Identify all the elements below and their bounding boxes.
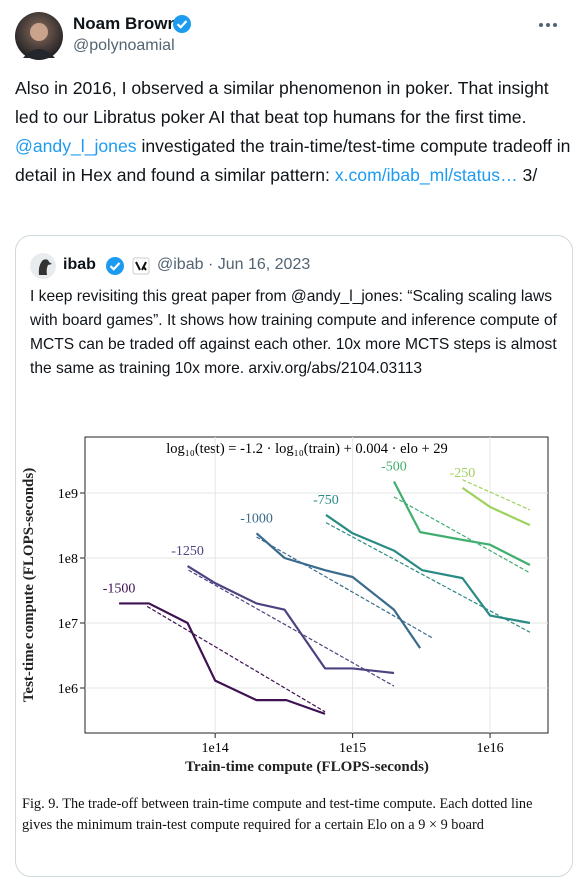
line xyxy=(461,486,531,527)
series-label: -1500 xyxy=(103,581,136,596)
plot-frame xyxy=(84,436,549,734)
dotted-line xyxy=(462,479,531,511)
quote-meta: @ibab · Jun 16, 2023 xyxy=(157,256,311,273)
chart: log₁₀(test) = -1.2 · log₁₀(train) + 0.00… xyxy=(16,420,571,860)
dotted-line xyxy=(393,496,531,574)
dotted-line xyxy=(146,605,326,713)
more-menu[interactable] xyxy=(537,16,559,34)
link[interactable]: x.com/ibab_ml/status… xyxy=(334,165,518,185)
line xyxy=(325,514,531,625)
figure-caption: Fig. 9. The trade-off between train-time… xyxy=(22,796,533,833)
series-label: -750 xyxy=(313,493,339,508)
quote-text: I keep revisiting this great paper from … xyxy=(30,288,558,377)
series-label: -500 xyxy=(381,460,407,475)
series-label: -250 xyxy=(450,466,476,481)
text: investigated the train-time/test-time co… xyxy=(15,136,571,185)
verified-badge xyxy=(106,257,124,275)
x-tick-label: 1e14 xyxy=(202,741,229,756)
y-axis-label: Test-time compute (FLOPS-seconds) xyxy=(21,468,37,702)
avatar[interactable] xyxy=(15,12,63,60)
text: Also in 2016, I observed a similar pheno… xyxy=(15,78,549,127)
y-tick-label: 1e8 xyxy=(58,552,78,567)
quote-author[interactable]: ibab xyxy=(63,256,96,273)
y-tick-label: 1e6 xyxy=(58,682,78,697)
dotted-line xyxy=(188,569,395,687)
affiliation-icon xyxy=(132,257,150,275)
quote-avatar[interactable] xyxy=(30,253,56,279)
x-tick-label: 1e15 xyxy=(339,741,366,756)
series-label: -1000 xyxy=(240,511,273,526)
x-axis-label: Train-time compute (FLOPS-seconds) xyxy=(185,759,429,775)
line xyxy=(255,532,422,649)
series-label: -1250 xyxy=(171,544,204,559)
author-handle[interactable]: @polynoamial xyxy=(73,37,175,54)
text: 3/ xyxy=(517,165,538,185)
x-tick-label: 1e16 xyxy=(476,741,503,756)
line xyxy=(186,565,395,675)
line xyxy=(119,602,326,715)
y-tick-label: 1e9 xyxy=(58,487,78,502)
line xyxy=(393,481,531,566)
author-name[interactable]: Noam Brown xyxy=(73,14,178,33)
mention[interactable]: @andy_l_jones xyxy=(15,136,137,156)
verified-badge xyxy=(173,15,191,33)
y-tick-label: 1e7 xyxy=(58,617,78,632)
tweet-text: Also in 2016, I observed a similar pheno… xyxy=(15,74,575,190)
annotation: log₁₀(test) = -1.2 · log₁₀(train) + 0.00… xyxy=(166,441,448,457)
dotted-line xyxy=(325,522,531,633)
